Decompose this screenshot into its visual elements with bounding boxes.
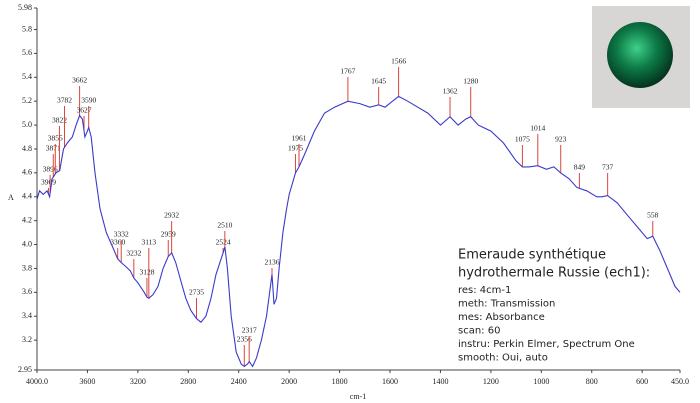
y-tick-label: 3.6	[22, 287, 32, 296]
info-title: hydrothermale Russie (ech1):	[458, 266, 650, 281]
y-tick-label: 3.4	[22, 311, 32, 320]
x-tick-label: 3200	[130, 377, 146, 386]
peak-label: 1975	[288, 144, 303, 153]
peak-label: 3909	[41, 178, 56, 187]
peak-label: 3782	[57, 96, 72, 105]
x-tick-label: 1200	[483, 377, 499, 386]
y-tick-label: 5.98	[18, 3, 32, 12]
x-tick-label: 800	[586, 377, 598, 386]
info-line: instru: Perkin Elmer, Spectrum One	[458, 339, 635, 350]
peak-label: 2932	[164, 211, 179, 220]
peak-label: 849	[574, 163, 586, 172]
peak-label: 2735	[189, 288, 204, 297]
peak-label: 3232	[126, 249, 141, 258]
peak-label: 3113	[141, 238, 156, 247]
spectrum-line	[36, 95, 681, 368]
peak-label: 2317	[242, 326, 257, 335]
peak-label: 3590	[81, 96, 96, 105]
peak-label: 1362	[443, 87, 458, 96]
y-tick-label: 5.2	[22, 96, 32, 105]
peak-label: 1014	[530, 124, 545, 133]
peak-label: 3128	[139, 268, 154, 277]
peak-label: 2959	[161, 230, 176, 239]
x-tick-label: 4000.0	[26, 377, 48, 386]
peak-label: 1645	[371, 77, 386, 86]
peak-label: 1961	[291, 134, 306, 143]
y-tick-label: 4.2	[22, 215, 32, 224]
x-tick-label: 2800	[180, 377, 196, 386]
info-line: smooth: Oui, auto	[458, 353, 548, 364]
peak-label: 3871	[46, 144, 61, 153]
x-tick-label: 2400	[231, 377, 247, 386]
peak-label: 3360	[110, 238, 125, 247]
y-tick-label: 5.8	[22, 24, 32, 33]
info-box: Emeraude synthétique hydrothermale Russi…	[458, 248, 650, 364]
peak-label: 1566	[391, 57, 406, 66]
peak-label: 2524	[216, 238, 231, 247]
y-tick-label: 2.95	[18, 365, 32, 374]
x-tick-label: 600	[636, 377, 648, 386]
x-tick-label: 3600	[79, 377, 95, 386]
y-tick-label: 4.8	[22, 144, 32, 153]
x-tick-label: 1600	[382, 377, 398, 386]
peak-label: 923	[555, 135, 567, 144]
peak-label: 3627	[77, 106, 92, 115]
x-tick-label: 2000	[281, 377, 297, 386]
info-line: res: 4cm-1	[458, 285, 511, 296]
x-tick-label: 1800	[332, 377, 348, 386]
emerald	[607, 22, 673, 88]
peak-label: 2136	[265, 258, 280, 267]
x-axis-label: cm-1	[350, 392, 366, 401]
x-tick-label: 450.0	[671, 377, 689, 386]
x-tick-label: 1000	[533, 377, 549, 386]
y-tick-label: 5.4	[22, 72, 32, 81]
peak-label: 737	[602, 163, 614, 172]
info-line: scan: 60	[458, 326, 500, 337]
y-tick-label: 4.6	[22, 168, 32, 177]
y-tick-label: 5.6	[22, 48, 32, 57]
peak-label: 3896	[43, 165, 58, 174]
peak-label: 1075	[515, 135, 530, 144]
info-line: mes: Absorbance	[458, 312, 545, 323]
peak-label: 3855	[48, 134, 63, 143]
info-title: Emeraude synthétique	[458, 248, 606, 263]
y-tick-label: 3.8	[22, 263, 32, 272]
y-axis-label: A	[8, 193, 14, 202]
peak-label: 2356	[237, 335, 252, 344]
x-tick-label: 1400	[432, 377, 448, 386]
peak-label: 3822	[52, 116, 67, 125]
y-tick-label: 5.0	[22, 120, 32, 129]
y-tick-label: 4.0	[22, 239, 32, 248]
peak-label: 2510	[217, 221, 232, 230]
peak-label: 1280	[463, 77, 478, 86]
y-tick-label: 4.4	[22, 192, 32, 201]
y-tick-label: 3.2	[22, 335, 32, 344]
info-line: meth: Transmission	[458, 299, 555, 310]
peak-label: 3662	[72, 76, 87, 85]
peak-label: 558	[647, 211, 659, 220]
peak-label: 1767	[340, 67, 355, 76]
peak-label: 3332	[114, 230, 129, 239]
